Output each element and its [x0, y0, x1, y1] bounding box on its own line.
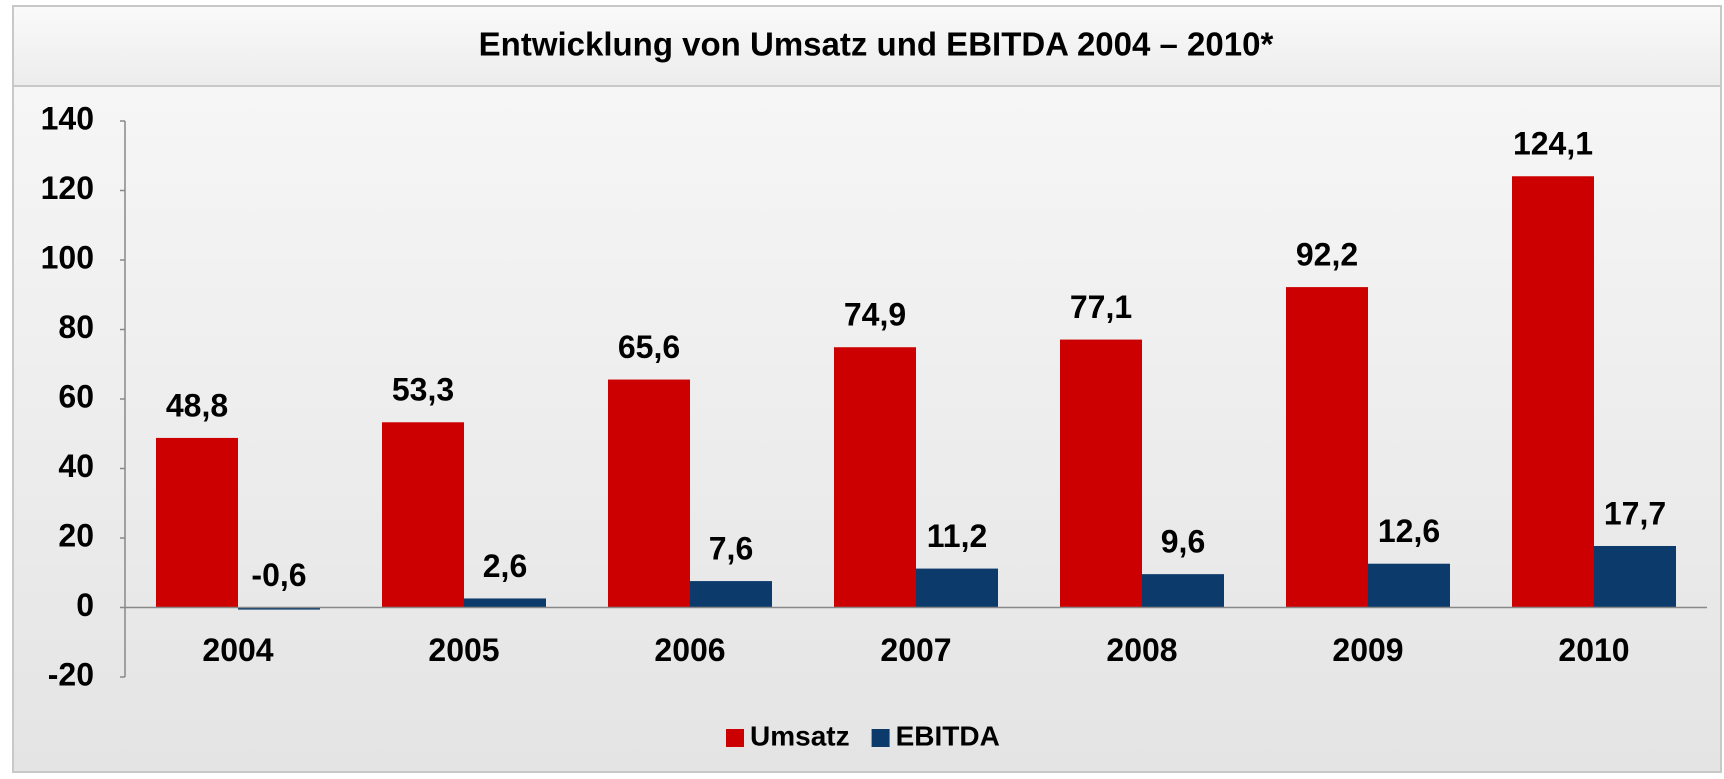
data-label: 7,6 — [709, 531, 753, 567]
bar — [1368, 563, 1450, 608]
y-tick-label: -20 — [48, 656, 94, 692]
bar — [1142, 574, 1224, 608]
bar — [382, 422, 464, 608]
bar — [1060, 339, 1142, 608]
bar — [690, 581, 772, 608]
data-label: 124,1 — [1513, 126, 1593, 162]
bar — [834, 347, 916, 608]
title-bar — [12, 5, 1722, 87]
x-tick-label: 2007 — [880, 632, 951, 668]
chart-title: Entwicklung von Umsatz und EBITDA 2004 –… — [479, 26, 1274, 63]
bar — [1594, 545, 1676, 608]
y-tick-label: 20 — [58, 517, 94, 553]
y-tick-label: 0 — [76, 587, 94, 623]
bar — [1512, 176, 1594, 608]
x-tick-label: 2008 — [1106, 632, 1177, 668]
data-label: 77,1 — [1070, 289, 1132, 325]
x-tick-label: 2005 — [428, 632, 499, 668]
bar — [464, 598, 546, 608]
y-tick-label: 120 — [41, 170, 94, 206]
data-label: 53,3 — [392, 372, 454, 408]
y-tick-label: 140 — [41, 100, 94, 136]
data-label: 74,9 — [844, 297, 906, 333]
bar — [916, 568, 998, 608]
data-label: 65,6 — [618, 329, 680, 365]
x-tick-label: 2004 — [202, 632, 273, 668]
data-label: 48,8 — [166, 387, 228, 423]
legend-label: Umsatz — [750, 720, 850, 751]
y-tick-label: 60 — [58, 378, 94, 414]
legend-label: EBITDA — [896, 720, 1000, 751]
data-label: 92,2 — [1296, 237, 1358, 273]
bar — [608, 379, 690, 608]
data-label: 17,7 — [1604, 495, 1666, 531]
data-label: 9,6 — [1161, 524, 1205, 560]
legend-swatch — [871, 729, 890, 747]
x-tick-label: 2009 — [1332, 632, 1403, 668]
y-tick-label: 100 — [41, 239, 94, 275]
bar — [1286, 287, 1368, 608]
data-label: 11,2 — [927, 518, 988, 554]
data-label: -0,6 — [251, 557, 306, 593]
bar — [238, 607, 320, 610]
data-label: 2,6 — [483, 548, 527, 584]
bar — [156, 437, 238, 608]
x-tick-label: 2006 — [654, 632, 725, 668]
y-tick-label: 40 — [58, 448, 94, 484]
data-label: 12,6 — [1378, 513, 1440, 549]
y-tick-label: 80 — [58, 309, 94, 345]
x-tick-label: 2010 — [1558, 632, 1629, 668]
legend-swatch — [726, 729, 744, 747]
